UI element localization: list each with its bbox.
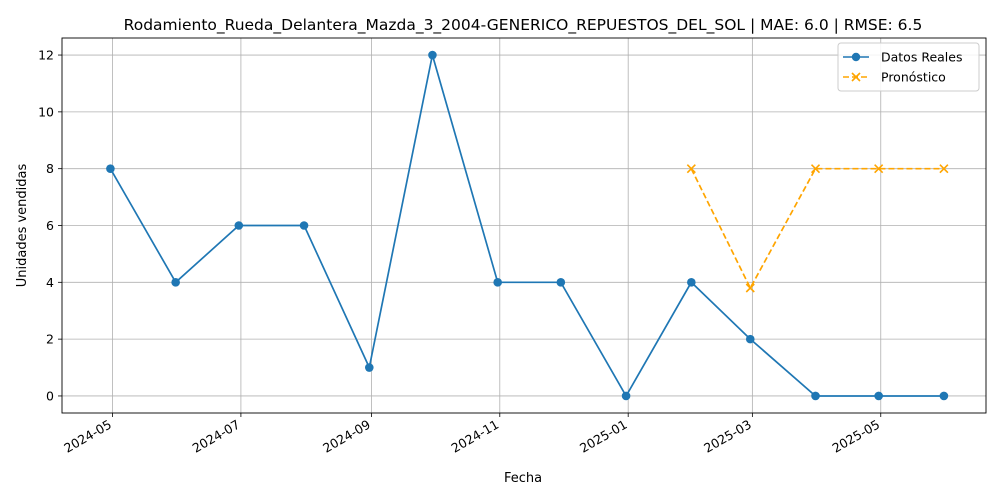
data-point bbox=[556, 278, 566, 287]
y-axis-label: Unidades vendidas bbox=[15, 164, 30, 288]
data-point bbox=[621, 391, 631, 401]
grid-lines bbox=[62, 38, 986, 413]
data-point bbox=[745, 334, 755, 344]
forecast-point bbox=[874, 164, 884, 174]
legend: Datos Reales Pronóstico bbox=[837, 42, 980, 92]
x-tick-label: 2025-01 bbox=[577, 417, 630, 456]
x-tick-label: 2024-07 bbox=[190, 417, 243, 456]
x-tick-label: 2024-11 bbox=[449, 417, 502, 456]
legend-box bbox=[837, 42, 980, 92]
y-axis-ticks: 0 2 4 6 8 10 12 bbox=[38, 48, 62, 403]
x-tick-label: 2025-03 bbox=[701, 417, 754, 456]
x-tick-label: 2024-05 bbox=[61, 417, 114, 456]
data-point bbox=[106, 164, 115, 173]
legend-marker-pronostico bbox=[851, 72, 861, 82]
y-tick-label: 8 bbox=[46, 161, 54, 176]
legend-label-pronostico: Pronóstico bbox=[881, 70, 946, 85]
legend-marker-datos-reales bbox=[851, 52, 861, 62]
y-tick-label: 6 bbox=[46, 218, 54, 233]
data-point bbox=[811, 391, 820, 401]
x-axis-label: Fecha bbox=[504, 471, 542, 486]
data-point bbox=[428, 50, 437, 60]
data-point bbox=[687, 278, 696, 287]
data-point bbox=[171, 278, 180, 287]
series-group bbox=[106, 50, 949, 401]
x-axis-ticks: 2024-05 2024-07 2024-09 2024-11 2025-01 2025-… bbox=[61, 413, 882, 456]
forecast-point bbox=[686, 164, 696, 174]
data-point bbox=[234, 221, 244, 230]
data-point bbox=[939, 391, 949, 401]
y-tick-label: 0 bbox=[46, 388, 54, 403]
legend-label-datos-reales: Datos Reales bbox=[881, 50, 962, 65]
x-tick-label: 2024-09 bbox=[320, 417, 373, 456]
y-tick-label: 10 bbox=[38, 104, 54, 119]
forecast-point bbox=[810, 164, 821, 174]
y-tick-label: 12 bbox=[38, 48, 54, 63]
chart-title: Rodamiento_Rueda_Delantera_Mazda_3_2004-… bbox=[124, 16, 923, 35]
data-point bbox=[874, 391, 883, 401]
y-tick-label: 2 bbox=[46, 332, 54, 347]
data-point bbox=[493, 278, 502, 287]
forecast-point bbox=[939, 164, 949, 174]
forecast-point bbox=[745, 283, 755, 293]
y-tick-label: 4 bbox=[46, 275, 54, 290]
data-point bbox=[364, 363, 374, 372]
x-tick-label: 2025-05 bbox=[830, 417, 883, 456]
series-line-0 bbox=[109, 54, 944, 398]
data-point bbox=[299, 221, 309, 230]
series-line-1 bbox=[690, 167, 944, 290]
